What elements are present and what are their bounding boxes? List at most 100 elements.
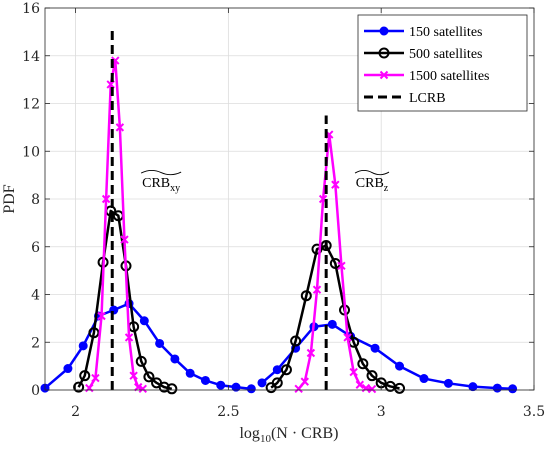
data-point-1500-satellites	[101, 194, 111, 204]
data-point-1500-satellites	[91, 373, 100, 383]
marker-stroke	[115, 123, 125, 132]
legend: 150 satellites 500 satellites 1500 satelli…	[357, 14, 528, 112]
x-axis-label-subscript: 10	[260, 433, 272, 445]
data-point-1500-satellites	[300, 377, 309, 386]
data-point-500-satellites	[135, 355, 147, 367]
data-point-150-satellites	[78, 341, 88, 351]
data-point-500-satellites	[394, 382, 406, 394]
marker-stroke	[312, 285, 322, 294]
data-point-1500-satellites	[349, 367, 358, 377]
data-point-500-satellites	[311, 243, 323, 255]
data-point-150-satellites	[185, 368, 195, 378]
data-point-500-satellites	[158, 381, 170, 393]
legend-label: LCRB	[409, 91, 446, 106]
data-point-150-satellites	[395, 361, 405, 371]
data-point-150-satellites	[468, 382, 478, 392]
legend-marker	[378, 47, 390, 59]
x-axis-label: log10(N · CRB)	[239, 425, 338, 445]
marker-stroke	[379, 70, 389, 80]
data-point-150-satellites	[63, 364, 73, 374]
crb-annotation-main: CRB	[356, 176, 384, 191]
marker-stroke	[124, 333, 134, 342]
data-point-1500-satellites	[337, 261, 346, 271]
y-tick-label: 10	[22, 144, 40, 160]
y-axis-label: PDF	[1, 184, 18, 213]
x-axis-label-log: log	[239, 425, 259, 442]
crb-annotation-subscript: z	[384, 183, 389, 194]
marker-stroke	[349, 367, 358, 377]
marker-stroke	[129, 371, 138, 380]
data-point-1500-satellites	[129, 371, 138, 380]
marker-stroke	[361, 383, 371, 393]
data-point-500-satellites	[357, 358, 369, 370]
y-tick-label: 14	[22, 49, 40, 65]
data-point-1500-satellites	[106, 80, 115, 89]
legend-marker	[379, 70, 389, 80]
marker-stroke	[101, 194, 111, 204]
data-point-1500-satellites	[361, 383, 371, 393]
data-point-150-satellites	[231, 382, 241, 392]
marker-stroke	[134, 382, 143, 392]
data-point-1500-satellites	[367, 384, 377, 394]
annotations: CRBxy CRBz	[140, 169, 390, 194]
y-tick-label: 12	[22, 97, 40, 113]
y-tick-label: 8	[31, 192, 40, 208]
x-tick-label: 2.5	[217, 404, 239, 420]
marker-stroke	[367, 384, 377, 394]
marker-stroke	[138, 384, 148, 394]
data-point-500-satellites	[280, 364, 292, 376]
data-point-500-satellites	[366, 370, 378, 382]
tilde-accent	[140, 169, 182, 176]
data-point-500-satellites	[166, 383, 178, 395]
marker-stroke	[306, 348, 316, 358]
data-point-500-satellites	[88, 327, 100, 339]
data-point-150-satellites	[272, 365, 282, 375]
data-point-1500-satellites	[331, 180, 340, 189]
data-point-150-satellites	[257, 378, 267, 388]
marker-stroke	[355, 380, 365, 389]
data-point-150-satellites	[216, 380, 226, 390]
marker-stroke	[318, 194, 328, 204]
series-group	[40, 27, 518, 395]
data-point-150-satellites	[200, 375, 210, 385]
data-point-1500-satellites	[294, 384, 303, 394]
legend-label: 150 satellites	[409, 25, 483, 40]
data-point-1500-satellites	[120, 235, 129, 244]
legend-label: 1500 satellites	[409, 69, 490, 84]
data-point-150-satellites	[170, 354, 180, 364]
data-point-150-satellites	[370, 343, 380, 353]
data-point-150-satellites	[139, 316, 149, 326]
marker-stroke	[91, 373, 100, 383]
y-tick-label: 6	[31, 240, 40, 256]
data-point-1500-satellites	[306, 348, 316, 358]
tilde-accent	[354, 169, 390, 176]
data-point-500-satellites	[73, 381, 85, 393]
marker-stroke	[343, 333, 352, 342]
crb-annotation-main: CRB	[142, 176, 170, 191]
data-point-500-satellites	[271, 377, 283, 389]
marker-stroke	[97, 311, 106, 321]
y-tick-label: 4	[31, 288, 40, 304]
data-point-1500-satellites	[124, 333, 134, 342]
marker-stroke	[300, 377, 309, 386]
data-point-150-satellites	[246, 384, 256, 394]
data-point-150-satellites	[443, 378, 453, 388]
axis-ticks: 2 2.5 3 3.5 0 2 4 6 8 10 12 14 16	[22, 1, 545, 420]
x-axis-label-rest: (N · CRB)	[271, 425, 339, 442]
data-point-150-satellites	[419, 374, 429, 384]
data-point-1500-satellites	[312, 285, 322, 294]
crb-annotation: CRBz	[356, 176, 389, 194]
legend-marker	[379, 26, 389, 36]
y-tick-label: 0	[31, 383, 40, 399]
data-point-500-satellites	[300, 290, 312, 302]
x-tick-label: 2	[71, 404, 80, 420]
data-point-1500-satellites	[134, 382, 143, 392]
data-point-1500-satellites	[355, 380, 365, 389]
data-point-1500-satellites	[138, 384, 148, 394]
y-tick-label: 2	[31, 335, 40, 351]
marker-stroke	[85, 383, 94, 393]
marker-stroke	[106, 80, 115, 89]
data-point-150-satellites	[155, 338, 165, 348]
marker-stroke	[337, 261, 346, 271]
